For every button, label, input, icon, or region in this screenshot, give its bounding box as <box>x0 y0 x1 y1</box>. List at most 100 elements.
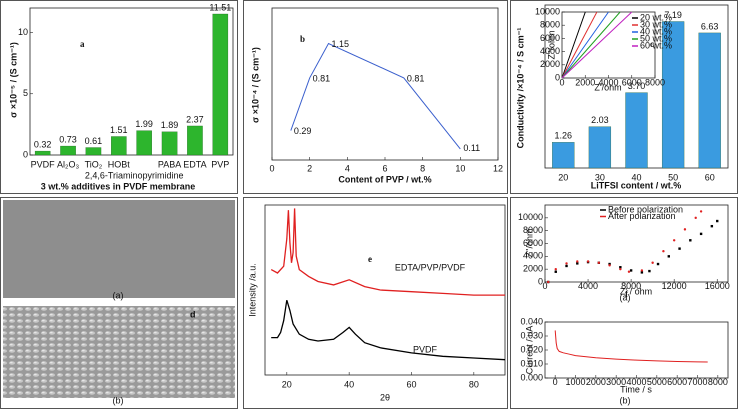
x-tick-label: 40 <box>631 172 641 182</box>
point <box>656 262 660 266</box>
x-axis-label: Content of PVP / wt.% <box>338 174 431 184</box>
x-tick-label: 4000 <box>626 377 646 387</box>
x-axis-label: LiTFSI content / wt.% <box>591 180 682 190</box>
point <box>710 224 714 228</box>
y-tick-label: 4000 <box>523 251 543 261</box>
caption: (b) <box>620 395 631 405</box>
bar <box>212 13 229 156</box>
panel-label: b <box>300 34 305 44</box>
legend-label: PVDF <box>413 344 438 354</box>
x-tick-label: 3000 <box>606 377 626 387</box>
point <box>619 267 622 271</box>
legend-label: 30 wt.% <box>640 19 672 29</box>
bar <box>625 92 648 169</box>
x-tick-label: 2000 <box>575 77 595 87</box>
y-tick-label: 2000 <box>523 264 543 274</box>
x-tick-label: 2000 <box>586 377 606 387</box>
y-tick-label: 8000 <box>540 20 560 30</box>
x-tick-label: Al₂O₃ <box>57 159 79 169</box>
y-tick-label: 0 <box>23 149 28 159</box>
panel-label: d <box>190 309 196 319</box>
x-tick-label: 0 <box>559 77 564 87</box>
y-axis-label: Current / uA <box>524 326 534 375</box>
point <box>565 264 568 268</box>
y-tick-label: 10 <box>18 27 28 37</box>
y-axis-label: σ ×10⁻⁴ / (S cm⁻¹) <box>250 47 260 123</box>
x-tick-label: 7000 <box>687 377 707 387</box>
x-tick-label: 50 <box>668 172 678 182</box>
plot-area <box>264 204 506 376</box>
x-tick-label: PABA <box>158 159 181 169</box>
bar <box>85 147 102 156</box>
panel-frame <box>0 0 238 194</box>
value-label: 0.29 <box>294 126 312 136</box>
point <box>608 264 611 267</box>
point <box>694 216 697 220</box>
line <box>561 11 621 79</box>
x-tick-label: 8000 <box>645 77 665 87</box>
caption: (b) <box>113 395 124 405</box>
point <box>651 261 654 264</box>
x-tick-label: 30 <box>595 172 605 182</box>
y-axis-label: Z''/ohm <box>546 31 556 60</box>
value-label: 11.51 <box>209 2 231 12</box>
x-tick-label: 8000 <box>708 377 728 387</box>
value-label: 1.26 <box>555 131 573 141</box>
x-tick-label: 2 <box>307 163 312 173</box>
panel-label: c <box>650 39 654 49</box>
panel-frame <box>243 197 508 409</box>
x-tick-label: PVP <box>211 159 229 169</box>
line <box>561 11 609 79</box>
point <box>672 239 676 242</box>
x-tick-label: 1000 <box>565 377 585 387</box>
value-label: 1.99 <box>135 119 153 129</box>
x-tick-label: 80 <box>469 379 479 389</box>
bar <box>60 145 76 156</box>
y-tick-label: 0 <box>555 72 560 82</box>
x-tick-label: TiO₂ <box>85 159 103 169</box>
sem-image <box>3 200 235 298</box>
x-tick-label: HOBt <box>108 159 131 169</box>
point <box>627 270 631 273</box>
line <box>290 42 461 150</box>
panel-label: f <box>625 289 629 299</box>
value-label: 2.37 <box>186 114 204 124</box>
bar <box>111 136 127 156</box>
y-tick-label: 2000 <box>540 59 560 69</box>
x-tick-label: 12000 <box>662 281 687 291</box>
panel-label: a <box>80 39 85 49</box>
point <box>699 210 703 213</box>
y-tick-label: 0.020 <box>520 344 543 354</box>
point <box>619 266 622 269</box>
line <box>561 11 598 79</box>
value-label: 3.70 <box>628 81 646 91</box>
value-label: 0.61 <box>85 136 103 146</box>
legend-label: After polarization <box>608 211 676 221</box>
point <box>547 280 550 284</box>
line <box>561 11 586 79</box>
point <box>640 271 644 274</box>
y-axis-label: Z''/ohm <box>524 229 534 258</box>
y-tick-label: 5 <box>23 88 28 98</box>
value-label: 1.89 <box>161 120 179 130</box>
x-tick-label: 4000 <box>598 77 618 87</box>
y-tick-label: 4000 <box>540 46 560 56</box>
point <box>648 269 651 273</box>
x-tick-label: EDTA <box>183 159 206 169</box>
x-tick-label: 20 <box>282 379 292 389</box>
bar <box>661 21 685 169</box>
legend-label: 60 wt.% <box>640 40 672 50</box>
bar <box>552 142 575 169</box>
panel-label: e <box>368 254 372 264</box>
x-tick-label: 4 <box>345 163 350 173</box>
caption: (a) <box>113 290 124 300</box>
point <box>662 250 665 253</box>
bar <box>161 131 178 156</box>
point <box>716 219 719 223</box>
x-tick-label: 5000 <box>647 377 667 387</box>
legend-label: EDTA/PVP/PVDF <box>395 262 466 272</box>
x-tick-label: 6000 <box>667 377 687 387</box>
bar <box>698 32 721 169</box>
y-axis-label: σ ×10⁻⁵ / (S cm⁻¹) <box>8 42 18 118</box>
